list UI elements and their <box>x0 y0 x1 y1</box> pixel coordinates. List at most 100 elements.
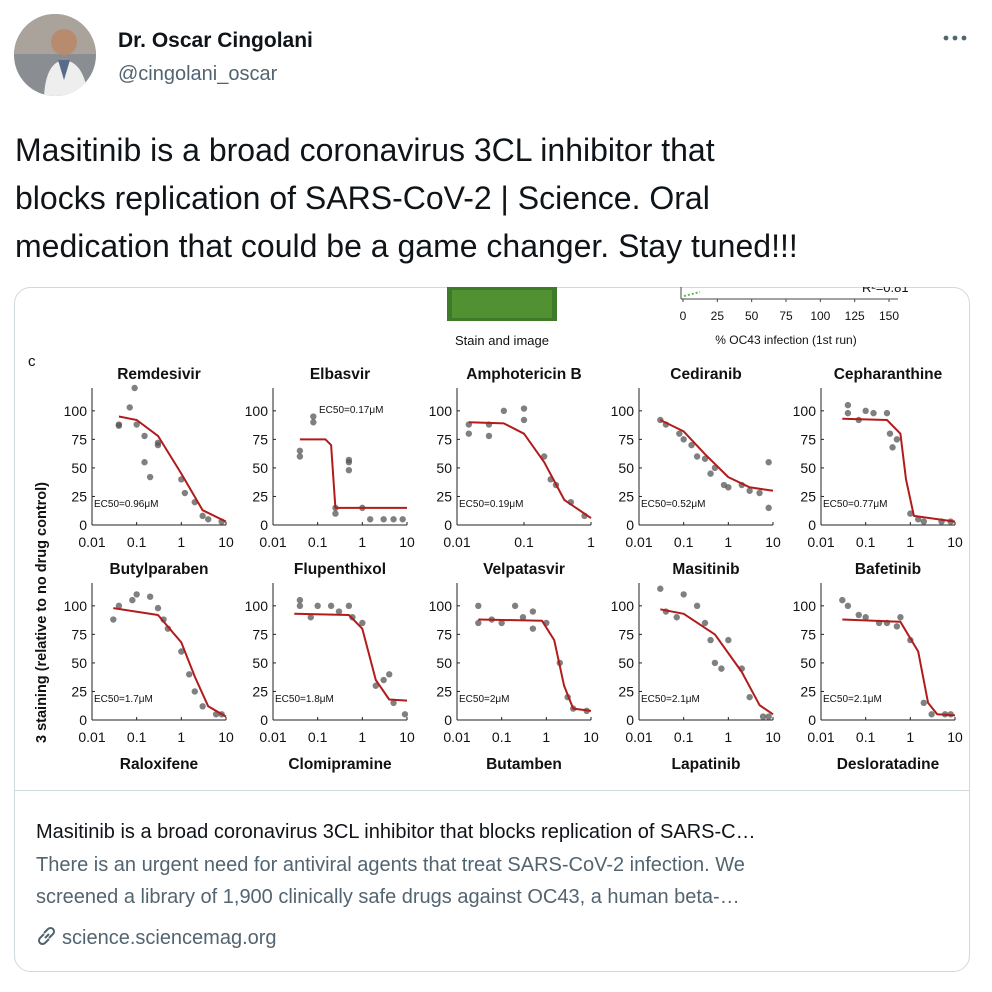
x-tick-label: 1 <box>587 534 595 550</box>
panel-title: Desloratadine <box>837 756 940 773</box>
data-point <box>893 623 901 630</box>
data-point <box>680 591 687 598</box>
y-tick-label: 0 <box>260 517 268 533</box>
top-plot-tick-label: 150 <box>879 309 899 323</box>
author-handle[interactable]: @cingolani_oscar <box>118 63 278 85</box>
x-tick-label: 10 <box>218 534 234 550</box>
ec50-label: EC50=1.8μM <box>275 694 334 705</box>
y-tick-label: 75 <box>252 431 268 447</box>
data-point <box>345 467 353 474</box>
top-plot-tick-label: 100 <box>810 309 830 323</box>
fit-curve <box>478 618 592 712</box>
data-point <box>465 430 472 437</box>
x-tick-label: 1 <box>358 729 366 745</box>
x-tick-label: 10 <box>765 534 781 550</box>
card-title[interactable]: Masitinib is a broad coronavirus 3CL inh… <box>36 821 756 843</box>
top-plot-tick-label: 125 <box>845 309 865 323</box>
x-tick-label: 10 <box>583 729 599 745</box>
data-point <box>307 614 314 621</box>
y-tick-label: 25 <box>436 488 452 504</box>
panel-title: Butamben <box>486 756 562 773</box>
top-plot-tick-label: 75 <box>779 309 793 323</box>
data-point <box>141 459 148 466</box>
x-tick-label: 10 <box>399 534 415 550</box>
panel-title: Bafetinib <box>855 561 921 578</box>
y-tick-label: 100 <box>64 598 88 614</box>
y-tick-label: 100 <box>245 403 269 419</box>
y-tick-label: 0 <box>79 517 87 533</box>
y-tick-label: 50 <box>252 655 268 671</box>
data-point <box>844 409 852 417</box>
card-description: screened a library of 1,900 clinically s… <box>36 886 740 908</box>
data-point <box>870 409 877 417</box>
y-tick-label: 0 <box>626 712 634 728</box>
x-tick-label: 0.01 <box>259 729 286 745</box>
data-point <box>855 611 862 619</box>
card-description: There is an urgent need for antiviral ag… <box>36 854 745 876</box>
x-tick-label: 1 <box>724 534 732 550</box>
x-tick-label: 10 <box>947 534 963 550</box>
data-point <box>897 614 904 621</box>
y-tick-label: 75 <box>800 626 816 642</box>
link-icon <box>37 926 56 946</box>
data-point <box>386 671 393 678</box>
top-plot-tick-label: 50 <box>745 309 759 323</box>
data-point <box>520 416 528 424</box>
data-point <box>540 453 548 460</box>
x-tick-label: 10 <box>947 729 963 745</box>
data-point <box>718 665 725 672</box>
data-point <box>907 510 914 517</box>
data-point <box>475 619 482 627</box>
avatar[interactable] <box>14 14 96 96</box>
y-tick-label: 25 <box>252 683 268 699</box>
data-point <box>862 407 869 415</box>
panel-title: Clomipramine <box>288 756 392 773</box>
data-point <box>511 602 519 610</box>
y-tick-label: 50 <box>800 460 816 476</box>
data-point <box>390 699 397 707</box>
y-tick-label: 25 <box>618 488 634 504</box>
fit-curve <box>294 612 408 702</box>
fit-curve <box>842 417 956 523</box>
x-tick-label: 0.1 <box>514 534 534 550</box>
y-tick-label: 50 <box>71 460 87 476</box>
more-menu[interactable] <box>943 35 967 41</box>
x-tick-label: 0.1 <box>674 534 694 550</box>
fit-curve <box>299 438 407 509</box>
data-point <box>335 608 343 615</box>
author-name[interactable]: Dr. Oscar Cingolani <box>118 29 313 52</box>
panel-title: Flupenthixol <box>294 561 386 578</box>
data-point <box>862 614 869 621</box>
data-point <box>110 616 117 623</box>
card-link[interactable]: science.sciencemag.org <box>62 927 277 949</box>
panel-title: Remdesivir <box>117 366 201 383</box>
stain-caption: Stain and image <box>455 333 549 348</box>
data-point <box>345 602 353 610</box>
data-point <box>920 518 927 525</box>
y-tick-label: 0 <box>79 712 87 728</box>
y-tick-label: 100 <box>793 598 817 614</box>
data-point <box>676 430 683 437</box>
x-tick-label: 0.1 <box>308 534 328 550</box>
ec50-label: EC50=0.52μM <box>641 499 705 510</box>
x-tick-label: 1 <box>906 534 914 550</box>
x-tick-label: 0.1 <box>674 729 694 745</box>
data-point <box>146 473 154 481</box>
data-point <box>141 432 148 440</box>
data-point <box>673 614 680 621</box>
data-point <box>332 510 339 517</box>
data-point <box>314 602 321 610</box>
ec50-label: EC50=2.1μM <box>641 694 700 705</box>
y-tick-label: 0 <box>444 517 452 533</box>
y-tick-label: 75 <box>71 626 87 642</box>
y-tick-label: 25 <box>71 683 87 699</box>
data-point <box>205 516 212 523</box>
data-point <box>693 602 701 610</box>
data-point <box>296 596 304 604</box>
y-tick-label: 0 <box>260 712 268 728</box>
data-point <box>889 444 896 451</box>
y-tick-label: 0 <box>626 517 634 533</box>
data-point <box>133 421 140 428</box>
y-tick-label: 25 <box>436 683 452 699</box>
